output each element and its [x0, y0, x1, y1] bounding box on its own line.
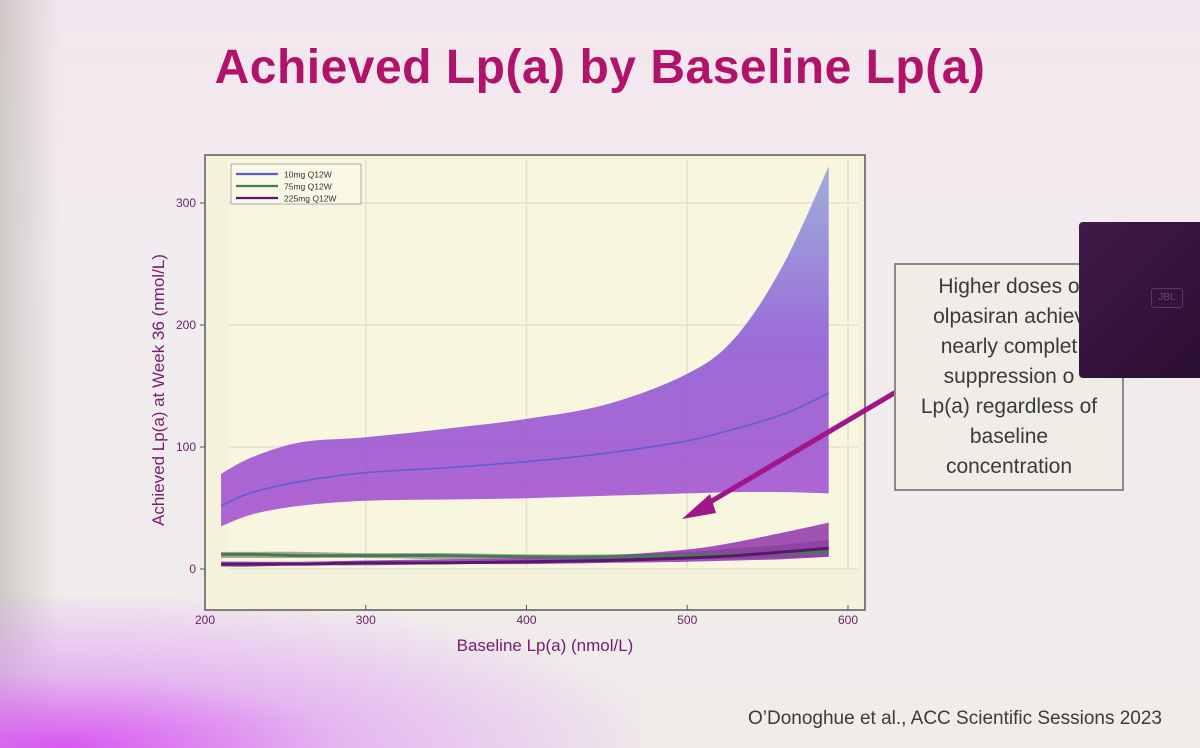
y-tick-label: 100 — [176, 440, 196, 454]
x-tick-label: 200 — [195, 613, 215, 627]
arrow-shaft — [697, 389, 899, 511]
y-tick-label: 0 — [189, 562, 196, 576]
callout-line-4: suppression o — [943, 365, 1075, 388]
x-tick-label: 500 — [677, 613, 697, 627]
series-lines — [220, 392, 830, 566]
legend-label: 75mg Q12W — [284, 182, 332, 192]
y-tick-label: 300 — [176, 196, 196, 210]
y-axis-label: Achieved Lp(a) at Week 36 (nmol/L) — [149, 254, 168, 526]
x-axis-label: Baseline Lp(a) (nmol/L) — [457, 636, 634, 655]
legend-label: 225mg Q12W — [284, 194, 336, 204]
x-tick-label: 400 — [516, 613, 536, 627]
band-10mg — [221, 166, 829, 527]
callout-line-3: nearly complet — [940, 335, 1078, 358]
callout-line-7: concentration — [945, 455, 1073, 478]
x-tick-label: 300 — [356, 613, 376, 627]
x-tick-label: 600 — [838, 613, 858, 627]
speaker-logo: JBL — [1151, 288, 1183, 308]
callout-line-1: Higher doses o — [938, 275, 1080, 298]
axes: 200 300 400 500 600 0 100 200 300 — [176, 196, 858, 627]
line-225mg — [221, 546, 829, 566]
arrow-head — [682, 494, 716, 519]
legend: 10mg Q12W 75mg Q12W 225mg Q12W — [230, 163, 362, 205]
legend-label: 10mg Q12W — [284, 170, 332, 180]
line-10mg — [220, 392, 830, 507]
callout-line-2: olpasiran achiev — [933, 305, 1085, 328]
callout-line-6: baseline — [969, 425, 1049, 448]
slide-title: Achieved Lp(a) by Baseline Lp(a) — [214, 41, 986, 94]
callout-text: Higher doses o olpasiran achiev nearly c… — [911, 272, 1107, 482]
projector-glow — [0, 598, 640, 748]
speaker-device: JBL — [1079, 222, 1200, 378]
citation: O’Donoghue et al., ACC Scientific Sessio… — [747, 708, 1162, 729]
callout-line-5: Lp(a) regardless of — [920, 395, 1098, 418]
y-tick-label: 200 — [176, 318, 196, 332]
callout-arrow — [682, 389, 899, 519]
